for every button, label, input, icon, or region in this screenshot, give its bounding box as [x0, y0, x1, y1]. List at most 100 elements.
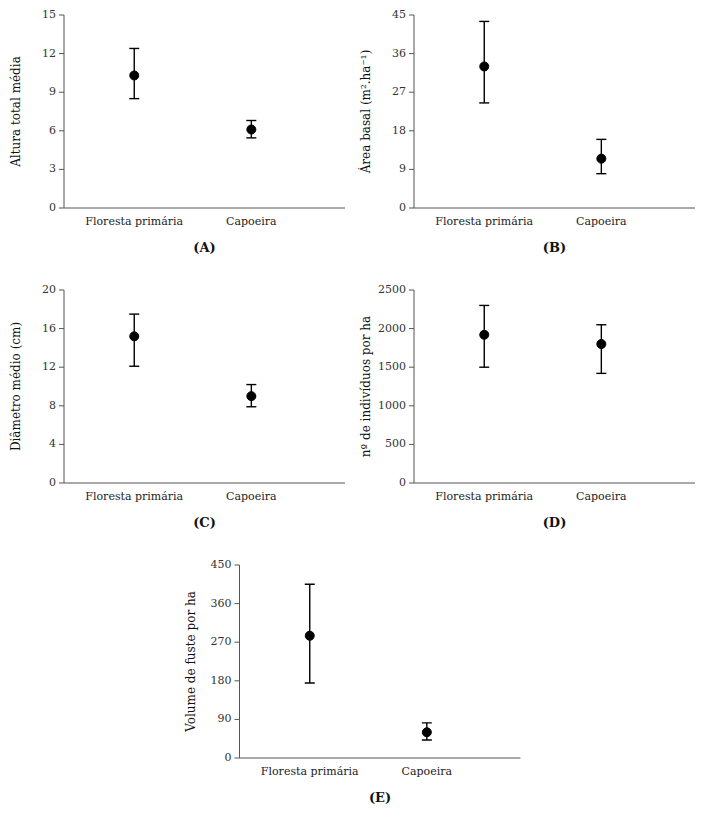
y-tick	[409, 130, 414, 131]
y-tick	[59, 328, 64, 329]
y-tick	[409, 483, 414, 484]
y-tick-label: 450	[211, 558, 232, 571]
x-axis	[240, 758, 521, 759]
figure: 0 36 9 12 15 Floresta primária Capoeira (A) Altu…	[0, 0, 701, 827]
y-axis-label: Altura total média	[9, 56, 23, 168]
x-tick-label: Capoeira	[226, 490, 277, 503]
y-tick	[409, 367, 414, 368]
data-area	[129, 48, 256, 137]
y-tick	[59, 405, 64, 406]
y-tick-label: 18	[392, 124, 406, 137]
x-tick-label: Floresta primária	[85, 490, 183, 503]
panel: 0 9 18 27 36 45 Floresta primária Capoeira (B) Ár…	[358, 8, 696, 255]
x-axis	[414, 483, 695, 484]
y-tick	[59, 444, 64, 445]
x-tick-label: Floresta primária	[435, 490, 533, 503]
y-tick	[409, 53, 414, 54]
y-tick-label: 36	[392, 47, 406, 60]
y-tick-label: 27	[392, 85, 406, 98]
y-tick-label: 360	[211, 597, 232, 610]
y-tick	[235, 758, 240, 759]
y-tick	[59, 290, 64, 291]
y-tick-label: 12	[42, 360, 56, 373]
y-tick-label: 20	[42, 283, 56, 296]
y-tick-label: 15	[42, 8, 56, 21]
y-tick	[235, 603, 240, 604]
y-tick-label: 0	[49, 476, 56, 489]
x-axis	[64, 208, 345, 209]
mean-point	[247, 125, 256, 134]
y-axis-label: Diâmetro médio (cm)	[9, 322, 23, 451]
y-tick	[59, 367, 64, 368]
y-tick-label: 0	[399, 476, 406, 489]
y-tick	[409, 169, 414, 170]
y-tick	[59, 169, 64, 170]
mean-point	[130, 71, 139, 80]
mean-point	[597, 340, 606, 349]
y-tick-label: 45	[392, 8, 406, 21]
y-tick	[409, 290, 414, 291]
x-axis-label: (E)	[369, 790, 391, 805]
y-axis	[414, 15, 415, 208]
y-tick-label: 1000	[378, 399, 406, 412]
mean-point	[480, 330, 489, 339]
y-tick	[235, 642, 240, 643]
y-tick-label: 0	[399, 201, 406, 214]
x-axis	[414, 208, 695, 209]
x-axis-label: (A)	[193, 240, 215, 255]
mean-point	[305, 631, 314, 640]
y-axis-label: Área basal (m².ha⁻¹)	[358, 50, 373, 175]
x-tick-label: Floresta primária	[85, 215, 183, 228]
x-tick-label: Floresta primária	[261, 765, 359, 778]
panel: 090180270360450Floresta primáriaCapoeira…	[184, 558, 521, 805]
y-tick-label: 270	[211, 635, 232, 648]
y-tick	[409, 208, 414, 209]
y-axis-label: Volume de fuste por ha	[184, 591, 198, 733]
y-tick	[235, 680, 240, 681]
mean-point	[422, 728, 431, 737]
y-tick-label: 0	[49, 201, 56, 214]
y-tick	[409, 15, 414, 16]
x-tick-label: Floresta primária	[435, 215, 533, 228]
y-tick	[235, 719, 240, 720]
y-tick	[59, 130, 64, 131]
y-axis-label: nº de indivíduos por ha	[359, 316, 373, 457]
x-tick-label: Capoeira	[576, 215, 627, 228]
y-axis	[64, 15, 65, 208]
x-axis	[64, 483, 345, 484]
y-tick	[409, 405, 414, 406]
y-tick	[59, 15, 64, 16]
y-tick	[59, 92, 64, 93]
y-tick	[235, 565, 240, 566]
y-tick-label: 12	[42, 47, 56, 60]
error-bar-lower	[305, 636, 315, 683]
data-area	[305, 584, 432, 740]
y-tick-label: 6	[49, 124, 56, 137]
y-tick-label: 9	[49, 85, 56, 98]
y-tick-label: 90	[218, 712, 232, 725]
data-area	[479, 305, 606, 373]
y-tick-label: 180	[211, 674, 232, 687]
x-axis-label: (D)	[543, 515, 567, 530]
y-axis	[239, 565, 240, 758]
y-tick-label: 9	[399, 162, 406, 175]
panel: 05001000150020002500Floresta primáriaCap…	[359, 283, 696, 530]
y-tick	[409, 92, 414, 93]
y-tick	[409, 444, 414, 445]
y-axis	[64, 290, 65, 483]
mean-point	[597, 154, 606, 163]
x-tick-label: Capoeira	[402, 765, 453, 778]
data-area	[479, 21, 606, 173]
error-bar-upper	[479, 21, 489, 66]
error-bar-upper	[305, 584, 315, 635]
y-tick-label: 1500	[378, 360, 406, 373]
y-tick	[59, 53, 64, 54]
mean-point	[247, 392, 256, 401]
x-tick-label: Capoeira	[576, 490, 627, 503]
y-tick-label: 500	[385, 437, 406, 450]
data-area	[129, 314, 256, 407]
error-bar-lower	[479, 66, 489, 102]
x-axis-label: (C)	[193, 515, 216, 530]
y-tick-label: 4	[49, 437, 56, 450]
x-axis-label: (B)	[543, 240, 566, 255]
